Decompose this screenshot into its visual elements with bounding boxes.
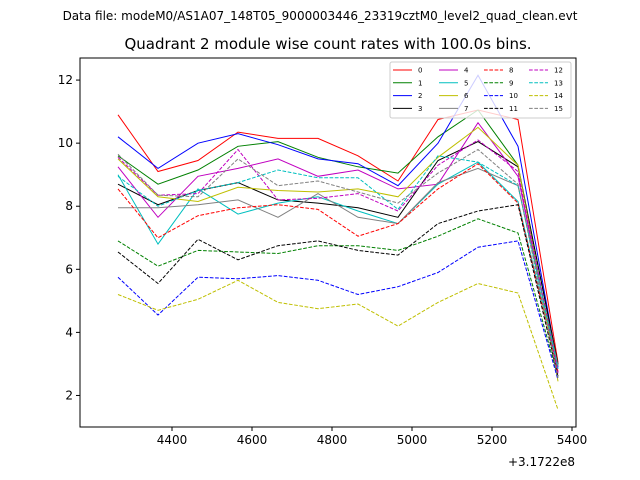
x-tick-label: 4800 (317, 433, 348, 447)
y-tick-label: 4 (65, 325, 73, 339)
y-tick-label: 10 (58, 136, 73, 150)
legend-label-5: 5 (464, 79, 468, 87)
axes-frame (79, 57, 577, 428)
y-tick-label: 8 (65, 199, 73, 213)
series-layer (117, 74, 559, 410)
series-line-4 (117, 121, 559, 374)
series-line-7 (118, 167, 559, 366)
series-line-14 (117, 279, 559, 410)
legend-label-3: 3 (418, 105, 422, 113)
legend-box (389, 61, 572, 119)
series-line-9 (117, 218, 559, 377)
legend-label-4: 4 (464, 67, 469, 75)
legend-label-12: 12 (554, 67, 563, 75)
x-tick-label: 5200 (477, 433, 508, 447)
series-line-6 (117, 126, 559, 382)
legend-label-2: 2 (418, 92, 422, 100)
legend-label-10: 10 (509, 92, 518, 100)
x-tick-label: 5000 (397, 433, 428, 447)
legend-label-11: 11 (509, 105, 518, 113)
series-line-5 (117, 161, 559, 369)
y-tick-label: 2 (65, 388, 73, 402)
legend-label-8: 8 (509, 67, 513, 75)
legend-label-9: 9 (509, 79, 513, 87)
series-line-13 (117, 155, 559, 369)
x-tick-label: 4600 (237, 433, 268, 447)
x-tick-label: 5400 (557, 433, 588, 447)
series-line-15 (117, 148, 559, 379)
x-offset-label: +3.1722e8 (508, 455, 575, 469)
legend-label-13: 13 (554, 79, 563, 87)
y-tick-label: 12 (58, 73, 73, 87)
chart-title: Quadrant 2 module wise count rates with … (124, 35, 531, 53)
series-line-1 (117, 109, 559, 366)
series-line-8 (117, 163, 559, 372)
legend-label-7: 7 (464, 105, 468, 113)
y-tick-label: 6 (65, 262, 73, 276)
legend-label-0: 0 (418, 67, 422, 75)
legend-label-1: 1 (418, 79, 422, 87)
x-tick-label: 4400 (157, 433, 188, 447)
legend-label-14: 14 (554, 92, 563, 100)
series-line-12 (117, 139, 559, 372)
figure-suptitle: Data file: modeM0/AS1A07_148T05_90000034… (63, 9, 578, 23)
legend-label-15: 15 (554, 105, 563, 113)
legend-label-6: 6 (464, 92, 469, 100)
series-line-10 (117, 240, 559, 380)
series-line-11 (117, 204, 559, 377)
